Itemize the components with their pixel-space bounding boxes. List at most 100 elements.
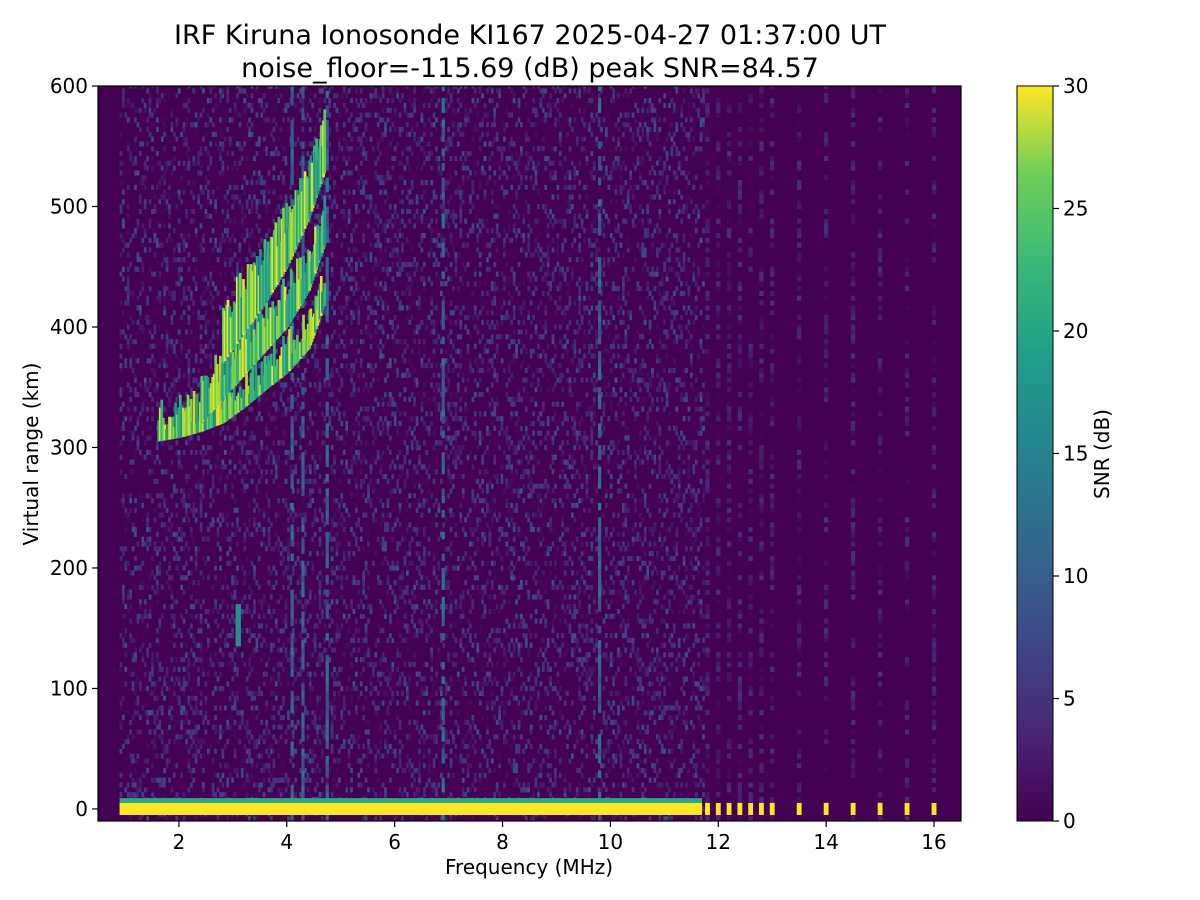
noise-cell (160, 194, 164, 200)
noise-cell (347, 512, 351, 518)
noise-cell (396, 93, 400, 99)
noise-cell (362, 454, 366, 460)
noise-cell (228, 247, 232, 253)
noise-cell (141, 401, 145, 407)
noise-cell (253, 633, 256, 639)
noise-cell (243, 724, 247, 730)
noise-cell (386, 117, 390, 123)
noise-cell (253, 435, 256, 441)
noise-cell (408, 425, 412, 431)
noise-cell (151, 763, 154, 769)
noise-cell (265, 661, 268, 668)
noise-cell (187, 652, 191, 658)
noise-cell (376, 420, 380, 427)
noise-cell (155, 445, 159, 451)
noise-cell (226, 584, 230, 590)
noise-cell (304, 353, 307, 359)
noise-cell (177, 266, 181, 272)
noise-cell (296, 411, 300, 417)
noise-cell (393, 464, 397, 470)
noise-cell (287, 782, 290, 788)
noise-cell (219, 473, 222, 480)
noise-cell (379, 580, 383, 586)
noise-cell (367, 208, 370, 215)
noise-cell (158, 676, 162, 682)
noise-cell (369, 199, 373, 205)
noise-cell (304, 517, 307, 523)
noise-cell (367, 748, 370, 754)
noise-cell (163, 387, 166, 393)
noise-cell (374, 276, 378, 282)
noise-cell (374, 411, 378, 417)
noise-cell (330, 570, 334, 576)
noise-cell (335, 575, 339, 581)
noise-cell (289, 184, 293, 190)
noise-cell (323, 440, 327, 446)
noise-cell (372, 483, 375, 489)
noise-cell (270, 151, 273, 157)
noise-cell (155, 348, 159, 354)
noise-cell (124, 512, 128, 518)
noise-cell (148, 527, 152, 533)
noise-cell (374, 261, 378, 268)
noise-cell (204, 729, 208, 735)
noise-cell (388, 204, 392, 210)
noise-cell (126, 517, 130, 523)
noise-cell (248, 661, 251, 668)
noise-cell (228, 184, 232, 190)
noise-cell (119, 179, 123, 186)
noise-cell (253, 155, 256, 162)
noise-cell (136, 777, 140, 783)
noise-cell (231, 676, 234, 682)
noise-cell (405, 324, 409, 330)
noise-cell (282, 382, 285, 388)
noise-cell (342, 343, 346, 349)
noise-cell (228, 546, 232, 552)
noise-cell (260, 237, 264, 243)
noise-cell (257, 724, 261, 730)
noise-cell (398, 502, 402, 509)
noise-cell (238, 454, 242, 460)
noise-cell (403, 372, 407, 378)
noise-cell (391, 93, 395, 99)
noise-cell (240, 440, 244, 446)
noise-cell (226, 473, 230, 480)
noise-cell (202, 454, 205, 460)
noise-cell (308, 551, 312, 557)
noise-cell (141, 86, 145, 89)
noise-cell (342, 208, 346, 215)
noise-cell (211, 522, 215, 528)
noise-cell (316, 613, 319, 619)
noise-cell (245, 155, 249, 162)
noise-cell (294, 464, 298, 470)
noise-cell (340, 435, 344, 441)
noise-cell (260, 599, 264, 605)
noise-cell (233, 276, 237, 282)
noise-cell (236, 271, 239, 277)
noise-cell (381, 430, 385, 436)
noise-cell (197, 416, 200, 422)
noise-cell (342, 233, 346, 239)
noise-cell (238, 88, 242, 94)
noise-cell (284, 618, 288, 624)
noise-cell (257, 363, 261, 369)
noise-cell (330, 425, 334, 431)
noise-cell (155, 695, 159, 701)
noise-cell (333, 522, 336, 528)
noise-cell (279, 560, 283, 566)
noise-cell (282, 628, 285, 634)
noise-cell (202, 88, 205, 94)
noise-cell (347, 261, 351, 268)
noise-cell (299, 565, 302, 571)
noise-cell (206, 189, 210, 195)
noise-cell (189, 613, 193, 619)
noise-cell (340, 498, 344, 504)
noise-cell (364, 637, 368, 643)
noise-cell (223, 743, 227, 750)
noise-cell (187, 628, 191, 634)
noise-cell (228, 459, 232, 465)
noise-cell (335, 204, 339, 210)
noise-cell (158, 777, 162, 783)
noise-cell (170, 594, 174, 600)
noise-cell (403, 700, 407, 706)
